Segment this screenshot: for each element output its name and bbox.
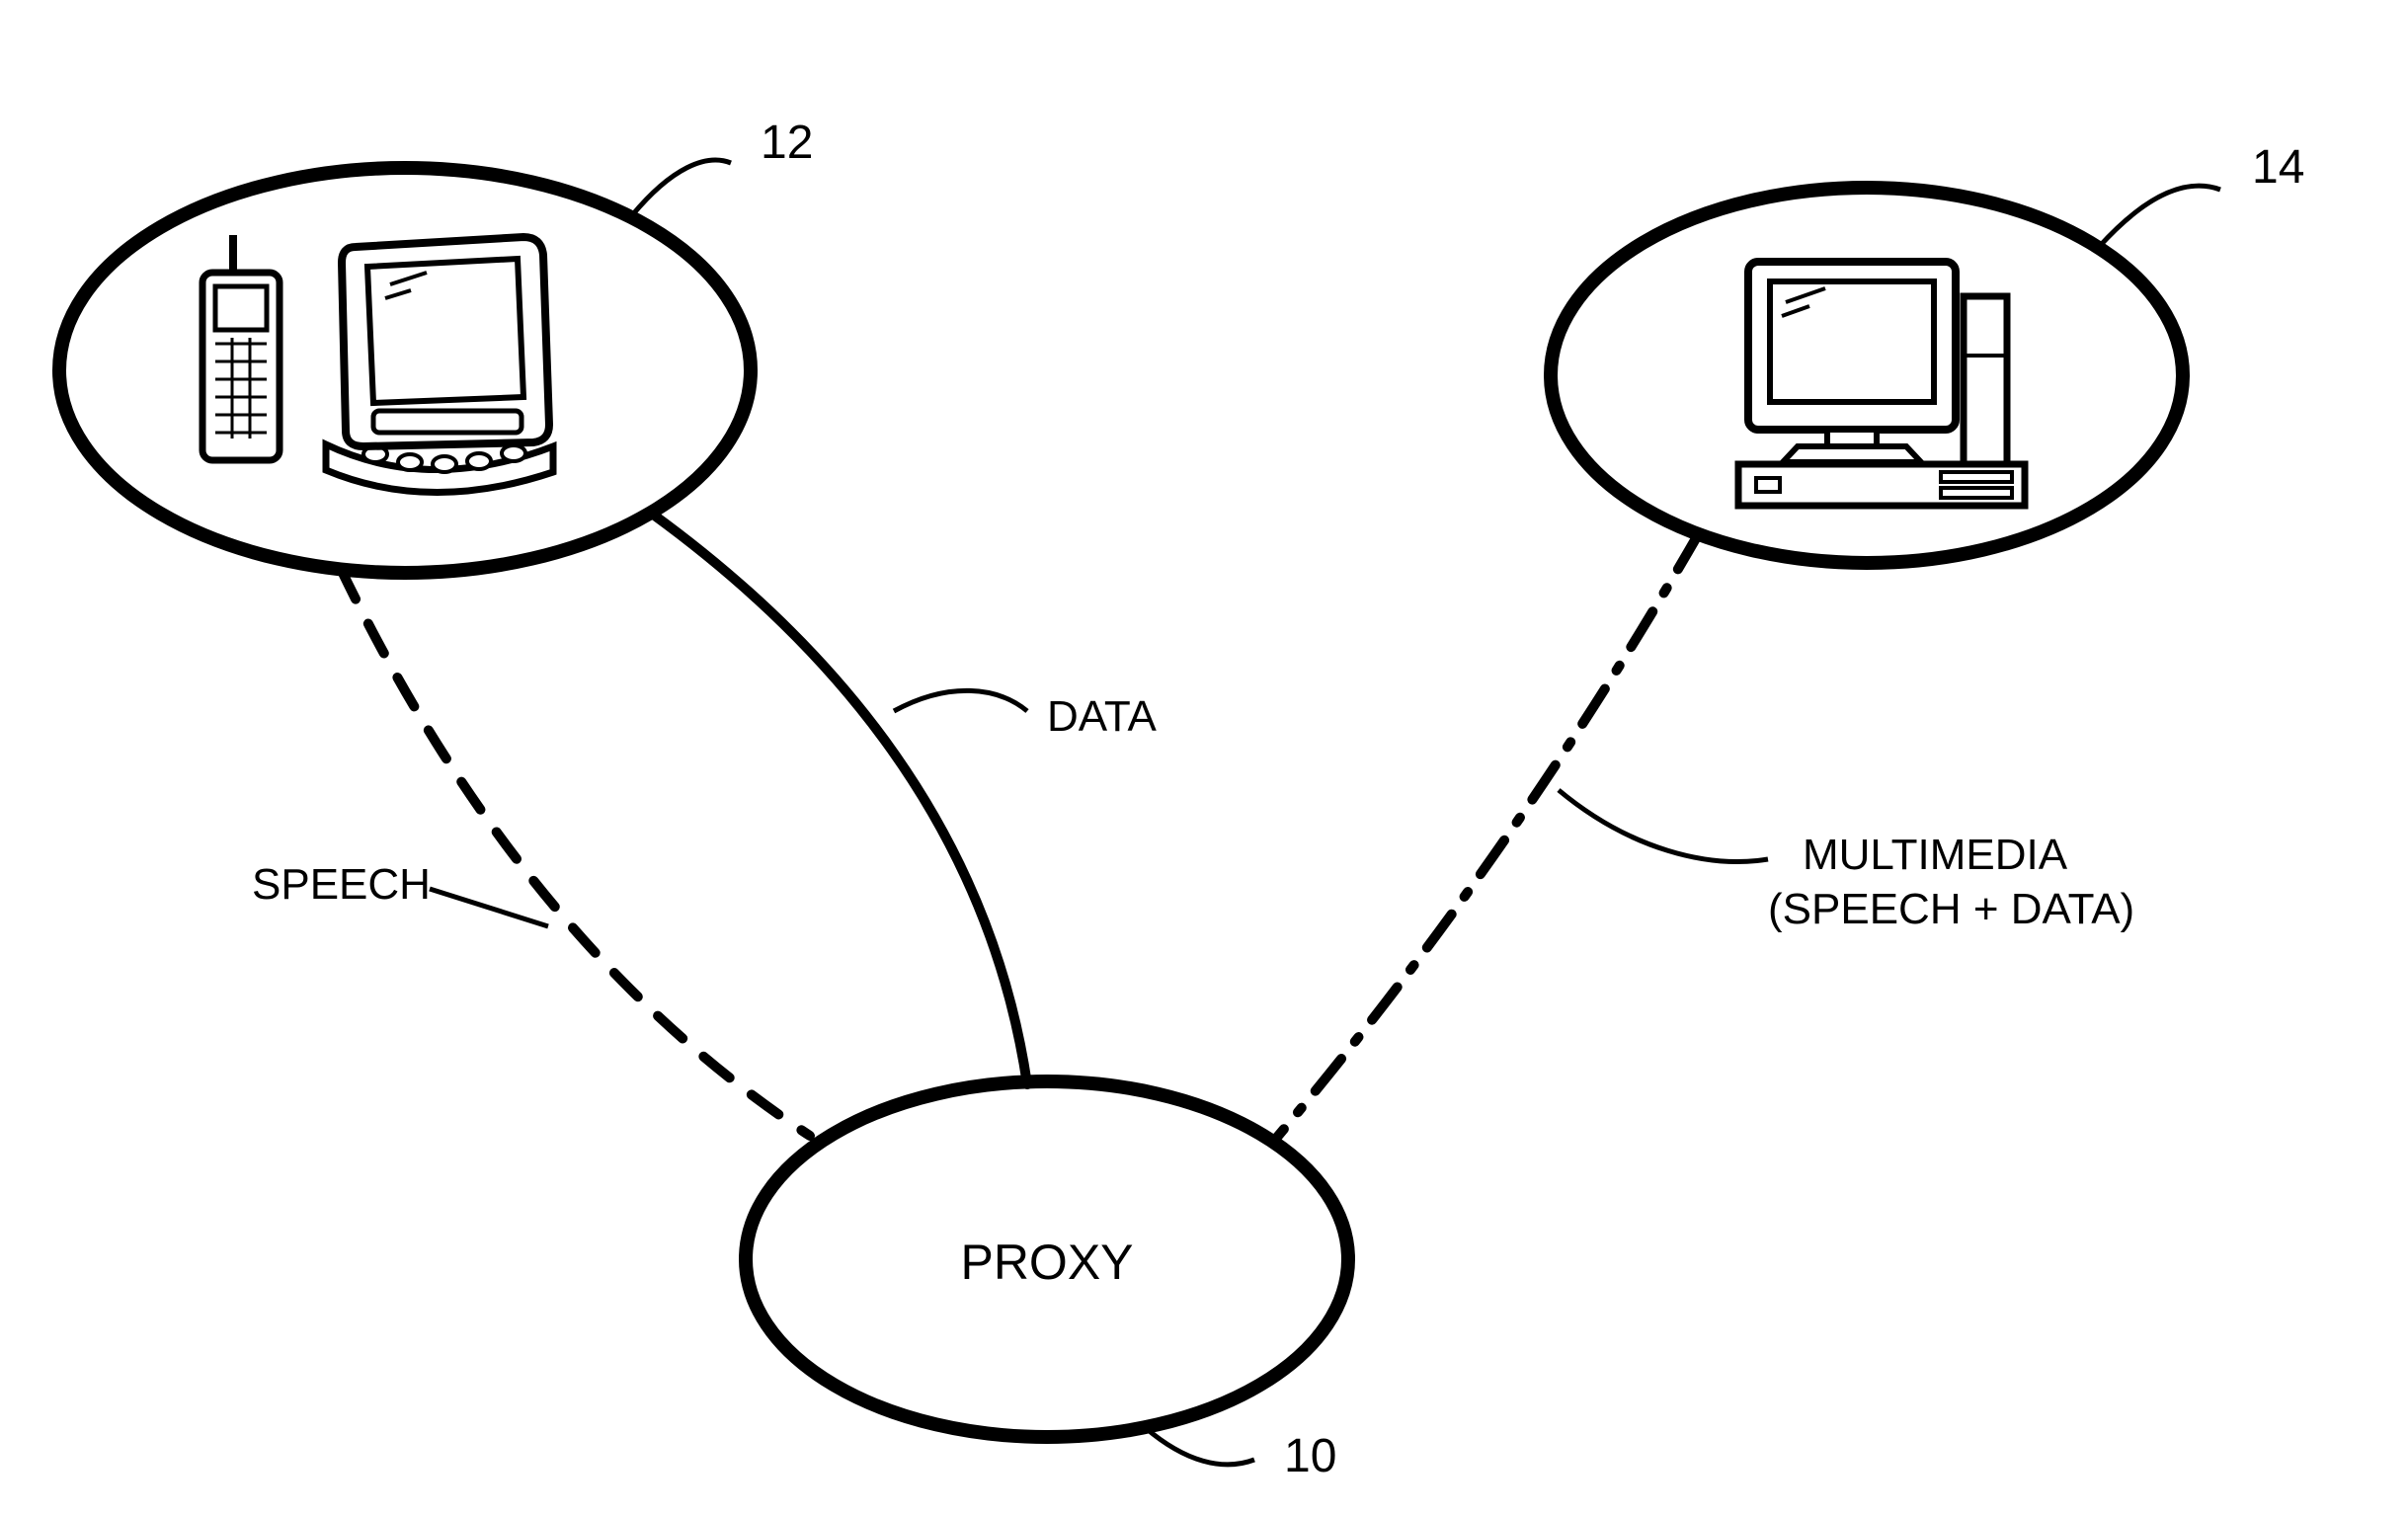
leader-10 (1146, 1428, 1254, 1465)
leader-speech (430, 889, 548, 926)
ref-10: 10 (1284, 1430, 1336, 1482)
leader-data (894, 690, 1027, 711)
leader-multimedia (1559, 790, 1768, 861)
mobile-phone-icon (202, 235, 280, 460)
data-label: DATA (1047, 692, 1157, 741)
leader-12 (632, 160, 731, 215)
edge-speech (341, 569, 810, 1136)
proxy-label: PROXY (960, 1235, 1133, 1290)
ref-12: 12 (761, 117, 813, 169)
multimedia-label-2: (SPEECH + DATA) (1768, 885, 2134, 933)
edge-data (652, 514, 1027, 1084)
multimedia-label-1: MULTIMEDIA (1803, 831, 2068, 879)
pda-icon (326, 237, 553, 493)
leader-14 (2099, 186, 2220, 247)
desktop-computer-icon (1738, 262, 2025, 506)
speech-label: SPEECH (252, 860, 431, 909)
ref-14: 14 (2252, 141, 2304, 194)
